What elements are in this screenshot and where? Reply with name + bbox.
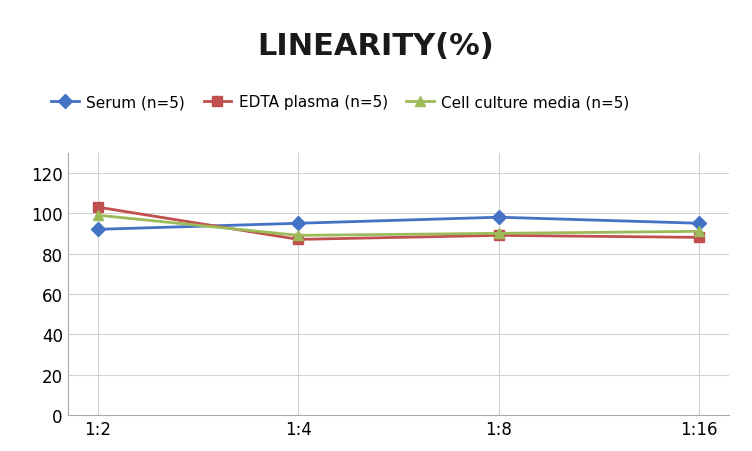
Text: LINEARITY(%): LINEARITY(%) (258, 32, 494, 60)
EDTA plasma (n=5) (695, 235, 704, 240)
Serum (n=5) (494, 215, 503, 221)
EDTA plasma (n=5) (494, 233, 503, 239)
Cell culture media (n=5) (695, 229, 704, 235)
Cell culture media (n=5) (294, 233, 303, 239)
Line: Cell culture media (n=5): Cell culture media (n=5) (93, 211, 704, 241)
EDTA plasma (n=5) (93, 205, 102, 210)
Line: Serum (n=5): Serum (n=5) (93, 213, 704, 235)
Serum (n=5) (294, 221, 303, 226)
Serum (n=5) (93, 227, 102, 233)
Cell culture media (n=5) (494, 231, 503, 236)
Line: EDTA plasma (n=5): EDTA plasma (n=5) (93, 203, 704, 245)
Serum (n=5) (695, 221, 704, 226)
EDTA plasma (n=5) (294, 237, 303, 243)
Cell culture media (n=5) (93, 213, 102, 218)
Legend: Serum (n=5), EDTA plasma (n=5), Cell culture media (n=5): Serum (n=5), EDTA plasma (n=5), Cell cul… (45, 89, 635, 116)
